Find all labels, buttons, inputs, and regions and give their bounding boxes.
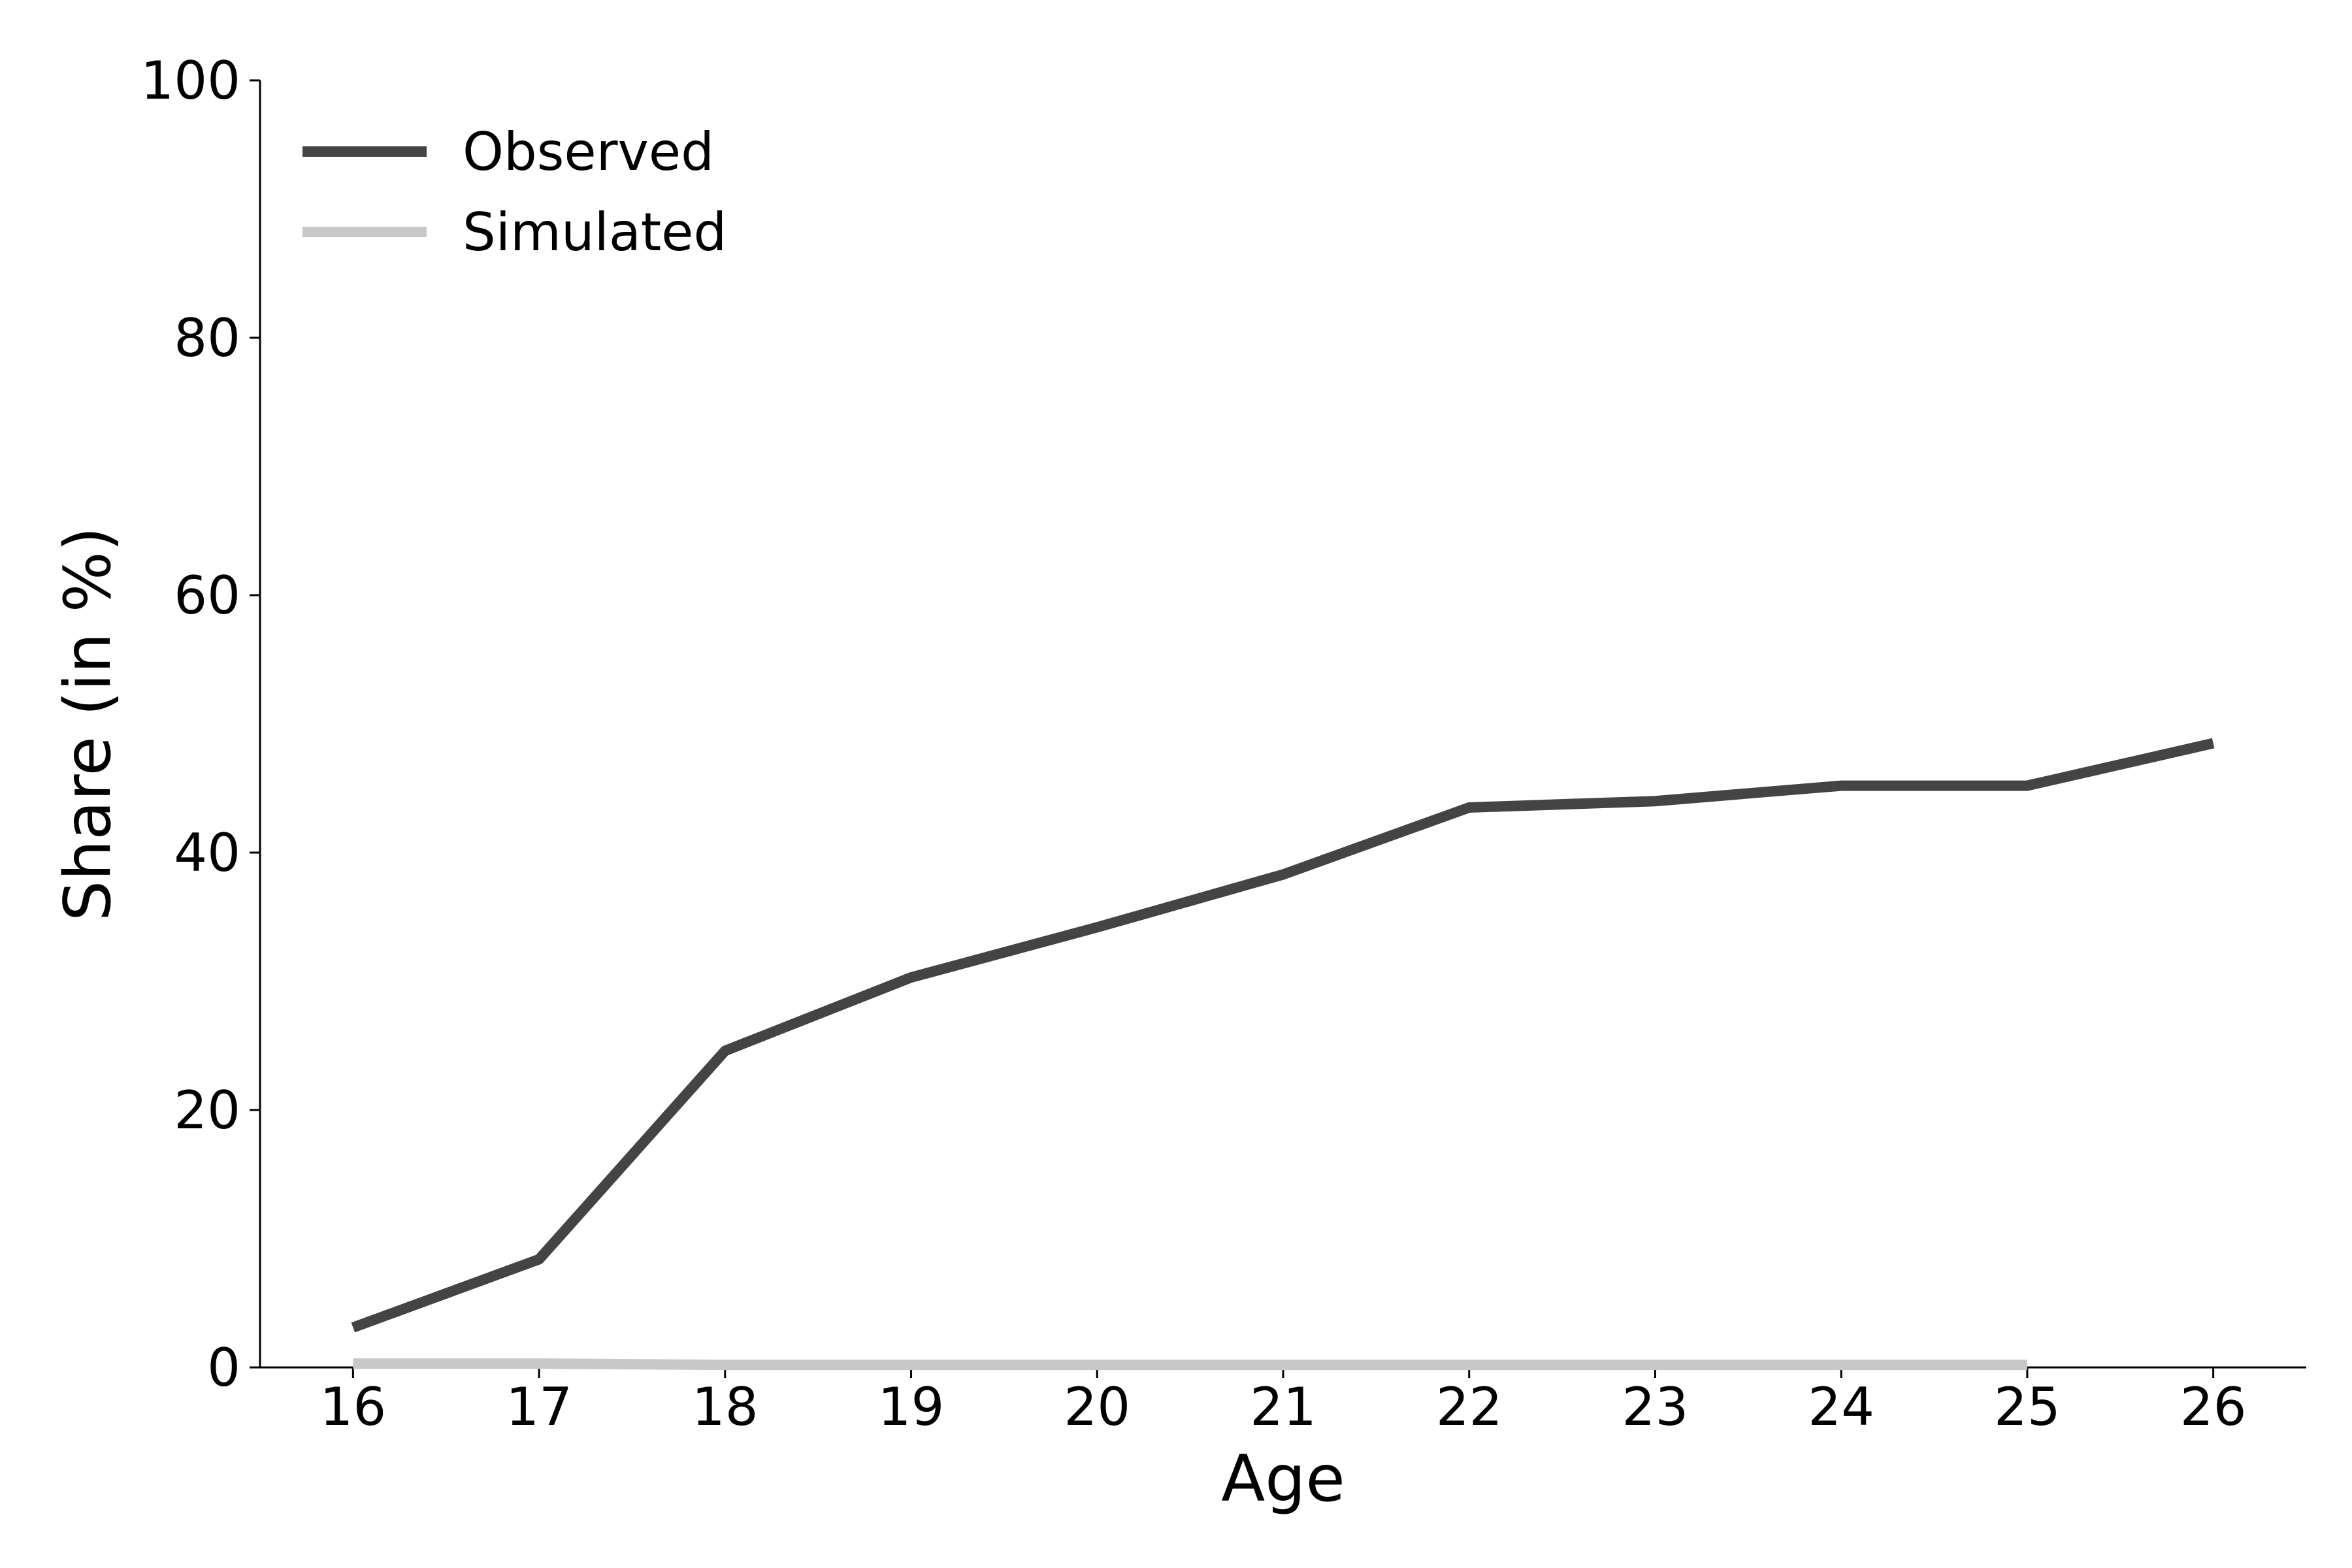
x-tick-label: 19 bbox=[878, 1377, 945, 1437]
x-tick-label: 23 bbox=[1622, 1377, 1689, 1437]
y-tick-label: 60 bbox=[174, 565, 240, 626]
y-tick-label: 100 bbox=[140, 50, 240, 111]
series-line-observed bbox=[351, 738, 2215, 1333]
x-tick-label: 18 bbox=[692, 1377, 759, 1437]
y-tick-label: 40 bbox=[174, 823, 240, 883]
x-tick-label: 26 bbox=[2180, 1377, 2247, 1437]
series-layer bbox=[351, 738, 2215, 1371]
y-ticks: 0 20 40 60 80 100 bbox=[140, 50, 260, 1398]
x-axis-label: Age bbox=[1221, 1442, 1345, 1516]
y-tick-label: 80 bbox=[174, 308, 240, 368]
legend-label-simulated: Simulated bbox=[463, 202, 727, 263]
x-tick-label: 17 bbox=[506, 1377, 572, 1437]
x-tick-label: 21 bbox=[1250, 1377, 1316, 1437]
x-ticks: 16 17 18 19 20 21 22 23 24 25 26 bbox=[319, 1367, 2247, 1437]
x-tick-label: 24 bbox=[1808, 1377, 1874, 1437]
y-tick-label: 20 bbox=[174, 1080, 240, 1141]
legend-label-observed: Observed bbox=[463, 122, 714, 182]
x-tick-label: 20 bbox=[1064, 1377, 1130, 1437]
y-axis-label: Share (in %) bbox=[51, 527, 125, 921]
legend: Observed Simulated bbox=[302, 122, 727, 263]
x-tick-label: 22 bbox=[1436, 1377, 1503, 1437]
x-tick-label: 25 bbox=[1994, 1377, 2061, 1437]
x-tick-label: 16 bbox=[319, 1377, 386, 1437]
axes bbox=[259, 80, 2306, 1369]
y-tick-label: 0 bbox=[207, 1337, 240, 1398]
series-line-simulated bbox=[353, 1358, 2027, 1371]
